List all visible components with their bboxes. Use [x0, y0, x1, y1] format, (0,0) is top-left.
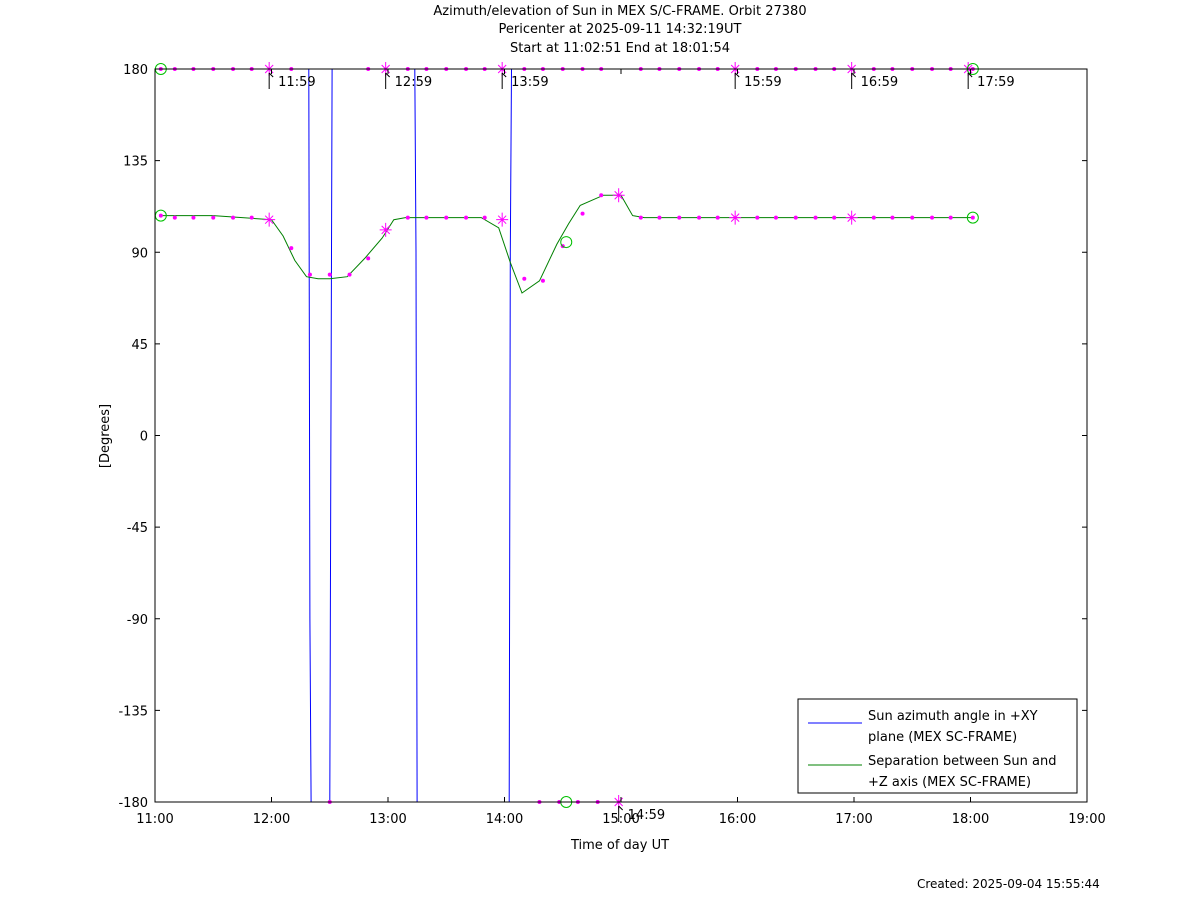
data-point-marker [366, 256, 371, 261]
data-point-marker [697, 215, 702, 220]
data-point-marker [657, 215, 662, 220]
data-point-marker [948, 215, 953, 220]
series-line-azimuth [160, 68, 973, 803]
y-tick-label: 180 [123, 63, 148, 78]
time-annotation-arrow [967, 72, 973, 78]
y-tick-label: -180 [118, 796, 148, 811]
data-point-marker [832, 215, 837, 220]
y-tick-label: 135 [123, 155, 148, 170]
x-tick-label: 13:00 [369, 812, 406, 827]
legend-box [797, 698, 1078, 794]
data-point-marker [307, 272, 312, 277]
x-tick-label: 17:00 [835, 812, 872, 827]
circle-marker [966, 211, 979, 224]
data-point-marker [540, 278, 545, 283]
created-timestamp: Created: 2025-09-04 15:55:44 [917, 877, 1100, 891]
y-tick-label: -90 [127, 613, 148, 628]
legend-label-separation-2: +Z axis (MEX SC-FRAME) [868, 775, 1031, 790]
circle-marker [560, 236, 573, 249]
data-point-marker [580, 211, 585, 216]
time-annotation-label: 15:59 [744, 75, 781, 90]
axis-ticks: 11:00 12:00 13:00 14:00 15:00 16:00 17:00 18:00… [118, 63, 1105, 827]
x-tick-label: 18:00 [952, 812, 989, 827]
data-point-marker [191, 215, 196, 220]
time-annotation-label: 16:59 [861, 75, 898, 90]
data-point-marker [158, 213, 163, 218]
x-axis-label: Time of day UT [570, 838, 669, 853]
legend-label-azimuth-1: Sun azimuth angle in +XY [868, 709, 1038, 724]
hour-cross-marker [496, 212, 509, 227]
time-annotation-label: 13:59 [511, 75, 548, 90]
data-point-marker [464, 215, 469, 220]
data-point-marker [890, 215, 895, 220]
y-tick-label: 45 [131, 338, 148, 353]
data-point-marker [289, 246, 294, 251]
legend: Sun azimuth angle in +XY plane (MEX SC-F… [797, 698, 1078, 794]
x-tick-label: 19:00 [1068, 812, 1105, 827]
x-tick-label: 12:00 [253, 812, 290, 827]
chart-title: Azimuth/elevation of Sun in MEX S/C-FRAM… [433, 4, 807, 19]
hour-cross-marker [263, 212, 276, 227]
y-tick-label: -135 [118, 704, 148, 719]
chart-subtitle-pericenter: Pericenter at 2025-09-11 14:32:19UT [498, 22, 742, 37]
time-annotation-arrow [851, 72, 857, 78]
data-point-marker [910, 215, 915, 220]
time-annotation-arrow [501, 72, 507, 78]
data-point-marker [871, 215, 876, 220]
data-point-marker [522, 276, 527, 281]
data-point-marker [813, 215, 818, 220]
legend-label-azimuth-2: plane (MEX SC-FRAME) [868, 730, 1017, 745]
x-tick-label: 15:00 [602, 812, 639, 827]
time-annotation-arrow [268, 72, 274, 78]
y-axis-label: [Degrees] [98, 404, 113, 468]
legend-label-separation-1: Separation between Sun and [868, 754, 1056, 769]
data-point-marker [347, 272, 352, 277]
chart-subtitle-time-range: Start at 11:02:51 End at 18:01:54 [509, 41, 731, 56]
hour-cross-marker [729, 210, 742, 225]
x-tick-label: 11:00 [136, 812, 173, 827]
data-point-marker [930, 215, 935, 220]
data-point-marker [482, 215, 487, 220]
data-point-marker [211, 215, 216, 220]
y-tick-label: 0 [140, 430, 148, 445]
time-annotation-arrow [385, 72, 391, 78]
data-point-marker [327, 272, 332, 277]
data-point-marker [249, 215, 254, 220]
data-point-marker [599, 193, 604, 198]
data-point-marker [405, 215, 410, 220]
x-tick-label: 14:00 [486, 812, 523, 827]
time-annotation-arrow [618, 805, 624, 811]
data-point-marker [715, 215, 720, 220]
hour-cross-marker [379, 222, 392, 237]
data-point-marker [444, 215, 449, 220]
x-tick-label: 16:00 [719, 812, 756, 827]
data-point-marker [970, 215, 975, 220]
data-point-marker [677, 215, 682, 220]
time-annotation-label: 17:59 [977, 75, 1014, 90]
series-line-separation [160, 194, 973, 294]
time-annotation-label: 12:59 [395, 75, 432, 90]
hour-cross-marker [612, 188, 625, 203]
data-point-marker [793, 215, 798, 220]
data-point-marker [773, 215, 778, 220]
data-point-marker [424, 215, 429, 220]
time-annotation-label: 11:59 [278, 75, 315, 90]
data-point-marker [231, 215, 236, 220]
data-point-marker [172, 215, 177, 220]
y-tick-label: -45 [127, 521, 148, 536]
plot-frame [154, 68, 1088, 803]
data-point-marker [755, 215, 760, 220]
time-annotation-label: 14:59 [628, 808, 665, 823]
time-annotation-arrow [734, 72, 740, 78]
data-point-marker [638, 215, 643, 220]
hour-cross-marker [845, 210, 858, 225]
y-tick-label: 90 [131, 246, 148, 261]
